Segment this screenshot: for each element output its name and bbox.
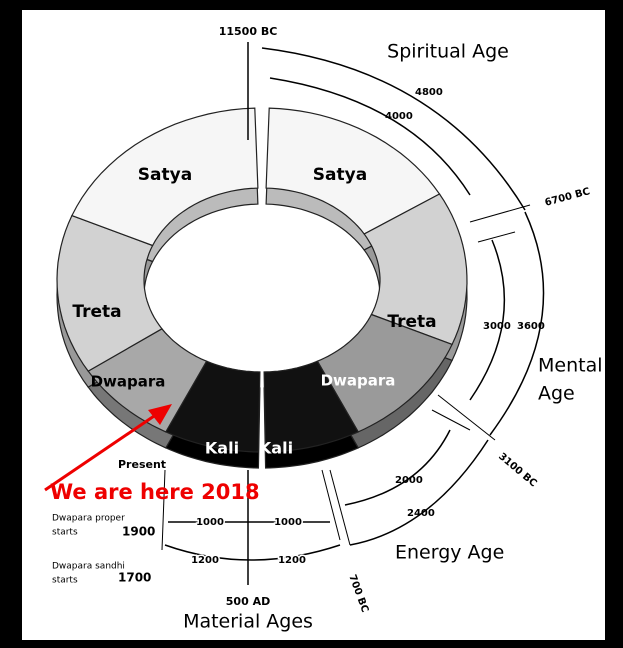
tick xyxy=(437,394,496,441)
arrow xyxy=(44,410,161,492)
tick xyxy=(477,231,516,243)
label: 4000 xyxy=(385,111,413,122)
arc-4000 xyxy=(269,77,471,196)
arc-1200 xyxy=(164,544,341,561)
label: Mental xyxy=(538,355,603,377)
tick xyxy=(469,204,531,223)
arc-3600 xyxy=(489,211,545,436)
segment-label: Satya xyxy=(313,165,367,185)
label: 3000 xyxy=(483,321,511,332)
label: 2400 xyxy=(407,508,435,519)
segment-label: Satya xyxy=(138,165,192,185)
tick xyxy=(161,469,166,551)
label: Spiritual Age xyxy=(387,41,509,63)
arc-4800 xyxy=(261,47,526,211)
arc-2400 xyxy=(349,439,489,546)
label: Present xyxy=(118,458,166,471)
label: Dwapara proper xyxy=(52,514,125,524)
arc-3000 xyxy=(469,239,506,401)
label: Energy Age xyxy=(395,542,504,564)
segment-label: Kali xyxy=(259,439,293,458)
segment-label: Kali xyxy=(205,439,239,458)
label: 4800 xyxy=(415,87,443,98)
annotation: We are here 2018 xyxy=(50,480,260,504)
label: 1900 xyxy=(122,525,155,539)
label: 1700 xyxy=(118,571,151,585)
label: 2000 xyxy=(395,475,423,486)
ring-segment xyxy=(263,360,360,453)
label: Dwapara sandhi xyxy=(52,562,125,572)
arc-2000 xyxy=(344,429,451,506)
ring xyxy=(56,107,468,469)
label: 1200 xyxy=(278,555,306,566)
label: 1000 xyxy=(274,517,302,528)
label: 11500 BC xyxy=(219,25,278,38)
tick xyxy=(321,469,341,541)
label: starts xyxy=(52,528,78,538)
segment-label: Dwapara xyxy=(91,373,166,391)
ring-segment xyxy=(71,107,259,247)
label: Age xyxy=(538,383,575,405)
label: 3600 xyxy=(517,321,545,332)
tick xyxy=(329,469,351,546)
label: 500 AD xyxy=(226,595,270,608)
label: Material Ages xyxy=(183,611,313,633)
arrow-head xyxy=(148,404,172,425)
label: starts xyxy=(52,576,78,586)
label: 1200 xyxy=(191,555,219,566)
label: 1000 xyxy=(196,517,224,528)
tick xyxy=(431,409,471,431)
segment-label: Dwapara xyxy=(321,372,396,390)
segment-label: Treta xyxy=(387,312,436,332)
segment-label: Treta xyxy=(72,302,121,322)
